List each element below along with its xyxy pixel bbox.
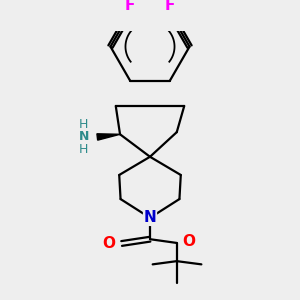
Text: N: N	[79, 130, 89, 143]
Polygon shape	[97, 134, 120, 140]
Text: N: N	[144, 210, 156, 225]
Text: F: F	[165, 0, 175, 13]
Text: H: H	[79, 143, 88, 156]
Text: O: O	[103, 236, 116, 251]
Text: H: H	[79, 118, 88, 131]
Text: F: F	[125, 0, 135, 13]
Text: O: O	[182, 234, 195, 249]
